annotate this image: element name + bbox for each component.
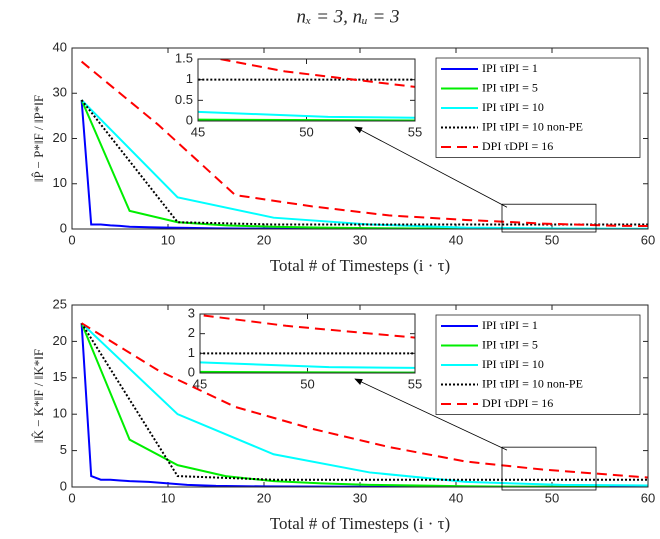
- series-line: [200, 370, 415, 373]
- legend-label: DPI τDPI = 16: [482, 396, 553, 410]
- zoom-box: [501, 203, 597, 233]
- y-tick-label: 0: [60, 478, 67, 493]
- x-tick-label: 0: [68, 232, 75, 247]
- series-line: [80, 60, 648, 228]
- chart-title: nₓ = 3, nᵤ = 3: [296, 6, 399, 27]
- x-tick-label: 45: [193, 376, 207, 391]
- axes-box: [71, 304, 649, 488]
- y-tick-label: 30: [53, 85, 67, 100]
- y-tick-label: 2: [188, 325, 195, 340]
- y-tick-label: 15: [53, 369, 67, 384]
- x-tick-label: 10: [161, 490, 175, 505]
- legend-label: IPI τIPI = 5: [482, 80, 538, 94]
- y-tick-label: 0: [60, 220, 67, 235]
- series-line: [81, 322, 648, 479]
- y-tick-label: 3: [188, 305, 195, 320]
- series-line: [200, 314, 415, 339]
- x-tick-label: 40: [449, 490, 463, 505]
- x-axis-label: Total # of Timesteps (i · τ): [270, 256, 450, 275]
- x-tick-label: 20: [257, 232, 271, 247]
- legend-label: IPI τIPI = 1: [482, 61, 538, 75]
- legend-label: IPI τIPI = 10: [482, 100, 544, 114]
- legend-label: IPI τIPI = 5: [482, 337, 538, 351]
- y-tick-label: 0: [188, 364, 195, 379]
- x-tick-label: 10: [161, 232, 175, 247]
- legend-label: IPI τIPI = 10 non-PE: [482, 376, 583, 390]
- y-tick-label: 1.5: [175, 50, 193, 65]
- x-axis-label: Total # of Timesteps (i · τ): [270, 514, 450, 533]
- y-tick-label: 10: [53, 175, 67, 190]
- series-line: [80, 322, 648, 481]
- y-tick-label: 1: [188, 345, 195, 360]
- y-tick-label: 5: [60, 442, 67, 457]
- y-tick-label: 20: [53, 130, 67, 145]
- x-tick-label: 50: [545, 490, 559, 505]
- y-tick-label: 0.5: [175, 92, 193, 107]
- x-tick-label: 40: [449, 232, 463, 247]
- zoom-arrow: [354, 126, 508, 208]
- x-tick-label: 50: [299, 124, 313, 139]
- legend-label: IPI τIPI = 10 non-PE: [482, 119, 583, 133]
- x-tick-label: 45: [191, 124, 205, 139]
- series-line: [198, 118, 415, 121]
- y-tick-label: 25: [53, 296, 67, 311]
- x-tick-label: 20: [257, 490, 271, 505]
- x-tick-label: 0: [68, 490, 75, 505]
- series-line: [198, 110, 415, 119]
- x-tick-label: 30: [353, 490, 367, 505]
- series-line: [198, 78, 415, 81]
- x-tick-label: 55: [408, 376, 422, 391]
- series-line: [80, 322, 648, 487]
- y-tick-label: 40: [53, 39, 67, 54]
- y-tick-label: 1: [186, 71, 193, 86]
- x-tick-label: 50: [300, 376, 314, 391]
- zoom-arrow: [354, 378, 508, 451]
- x-tick-label: 50: [545, 232, 559, 247]
- plot-area: [198, 59, 415, 121]
- series-line: [214, 59, 415, 88]
- y-tick-label: 10: [53, 406, 67, 421]
- legend-label: IPI τIPI = 1: [482, 318, 538, 332]
- y-tick-label: 0: [186, 112, 193, 127]
- axes-box: [197, 58, 416, 122]
- y-axis-label: ‖P̂ − P*‖F / ‖P*‖F: [31, 95, 46, 182]
- y-tick-label: 20: [53, 333, 67, 348]
- series-line: [200, 361, 415, 369]
- axes-box: [199, 313, 416, 374]
- zoom-box: [501, 446, 597, 491]
- y-axis-label: ‖K̂ − K*‖F / ‖K*‖F: [31, 349, 46, 443]
- legend-label: DPI τDPI = 16: [482, 139, 553, 153]
- x-tick-label: 60: [641, 490, 655, 505]
- x-tick-label: 60: [641, 232, 655, 247]
- x-tick-label: 30: [353, 232, 367, 247]
- legend-label: IPI τIPI = 10: [482, 357, 544, 371]
- series-line: [200, 352, 415, 355]
- x-tick-label: 55: [408, 124, 422, 139]
- axes-box: [71, 47, 649, 230]
